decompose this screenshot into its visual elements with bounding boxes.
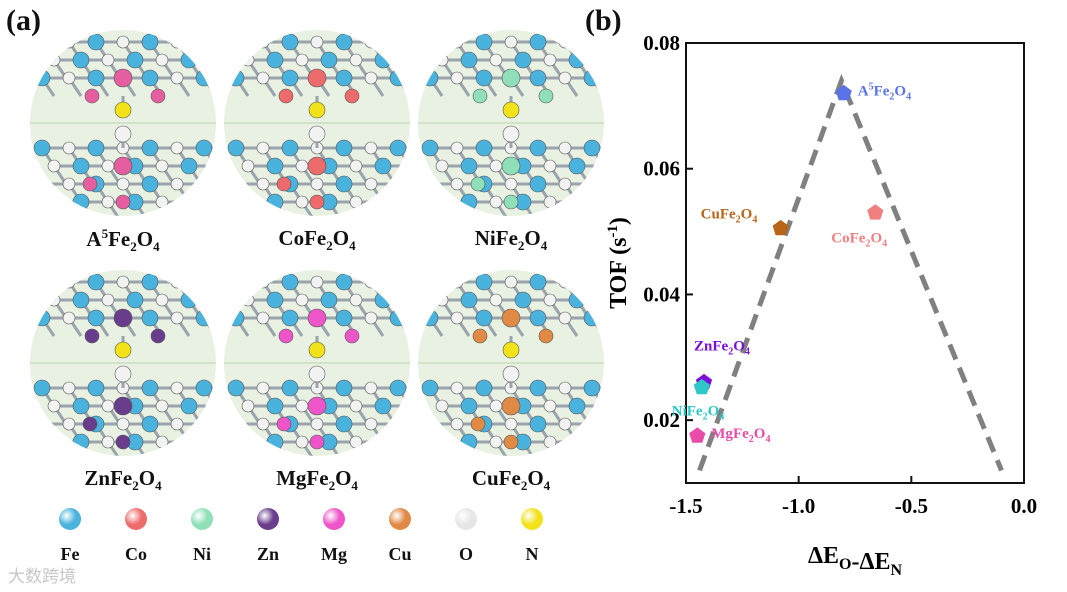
legend-item-mg: Mg bbox=[304, 508, 364, 565]
legend-item-ni: Ni bbox=[172, 508, 232, 565]
legend-label-fe: Fe bbox=[60, 544, 80, 564]
legend-ball-cu bbox=[389, 508, 411, 530]
legend-label-n: N bbox=[525, 544, 539, 564]
data-label-cu: CuFe2O4 bbox=[701, 206, 758, 225]
legend-label-zn: Zn bbox=[256, 544, 280, 564]
legend-label-mg: Mg bbox=[321, 544, 347, 564]
y-tick-label: 0.08 bbox=[643, 31, 680, 55]
y-tick-label: 0.02 bbox=[643, 408, 680, 432]
data-label-a: A5Fe2O4 bbox=[858, 81, 911, 102]
structure-image-ni bbox=[418, 30, 604, 216]
data-point-cu bbox=[772, 219, 789, 236]
panel-b-tag: (b) bbox=[585, 4, 622, 37]
watermark: 大数跨境 bbox=[8, 567, 76, 587]
plot-frame bbox=[685, 42, 1025, 484]
structure-image-cu bbox=[418, 270, 604, 456]
material-label-ni: NiFe2O4 bbox=[474, 226, 548, 254]
y-axis-label: TOF (s-1) bbox=[605, 217, 632, 309]
legend-label-cu: Cu bbox=[388, 544, 412, 564]
data-label-co: CoFe2O4 bbox=[831, 231, 887, 250]
legend-item-co: Co bbox=[106, 508, 166, 565]
structure-image-mg bbox=[224, 270, 410, 456]
legend-item-fe: Fe bbox=[40, 508, 100, 565]
volcano-trend-line bbox=[697, 73, 1004, 472]
legend-label-o: O bbox=[458, 544, 473, 564]
material-label-co: CoFe2O4 bbox=[278, 226, 356, 254]
data-point-mg bbox=[689, 427, 706, 443]
data-label-mg: MgFe2O4 bbox=[711, 426, 770, 445]
panel-a-tag: (a) bbox=[6, 4, 41, 37]
material-label-a: A5Fe2O4 bbox=[86, 226, 160, 255]
y-tick-label: 0.04 bbox=[643, 282, 680, 306]
x-axis-label: ΔEO-ΔEN bbox=[808, 543, 903, 579]
structure-image-zn bbox=[30, 270, 216, 456]
y-tick-label: 0.06 bbox=[643, 157, 680, 181]
data-point-ni bbox=[693, 379, 710, 395]
legend-ball-o bbox=[455, 508, 477, 530]
structure-image-a bbox=[30, 30, 216, 216]
material-label-cu: CuFe2O4 bbox=[471, 466, 551, 494]
legend-ball-ni bbox=[191, 508, 213, 530]
data-label-ni: NiFe2O4 bbox=[672, 403, 725, 422]
data-label-zn: ZnFe2O4 bbox=[694, 338, 750, 357]
element-legend: Fe Co Ni Zn Mg Cu O N bbox=[40, 508, 600, 578]
legend-item-n: N bbox=[502, 508, 562, 565]
legend-ball-n bbox=[521, 508, 543, 530]
material-label-zn: ZnFe2O4 bbox=[84, 466, 162, 494]
legend-item-cu: Cu bbox=[370, 508, 430, 565]
data-point-a bbox=[835, 84, 852, 101]
legend-ball-fe bbox=[59, 508, 81, 530]
x-tick-label: -1.0 bbox=[782, 494, 815, 518]
legend-item-o: O bbox=[436, 508, 496, 565]
material-label-mg: MgFe2O4 bbox=[276, 466, 358, 494]
legend-ball-zn bbox=[257, 508, 279, 530]
legend-ball-mg bbox=[323, 508, 345, 530]
structure-image-co bbox=[224, 30, 410, 216]
x-tick-label: 0.0 bbox=[1011, 494, 1037, 518]
x-tick-label: -1.5 bbox=[669, 494, 702, 518]
data-point-co bbox=[867, 204, 884, 220]
legend-item-zn: Zn bbox=[238, 508, 298, 565]
volcano-chart: -1.5 -1.0 -0.5 0.0 0.02 0.04 0.06 0.08 ΔEO-ΔEN TO… bbox=[605, 31, 1037, 579]
legend-ball-co bbox=[125, 508, 147, 530]
legend-label-ni: Ni bbox=[193, 544, 211, 564]
x-tick-label: -0.5 bbox=[895, 494, 928, 518]
legend-label-co: Co bbox=[125, 544, 147, 564]
